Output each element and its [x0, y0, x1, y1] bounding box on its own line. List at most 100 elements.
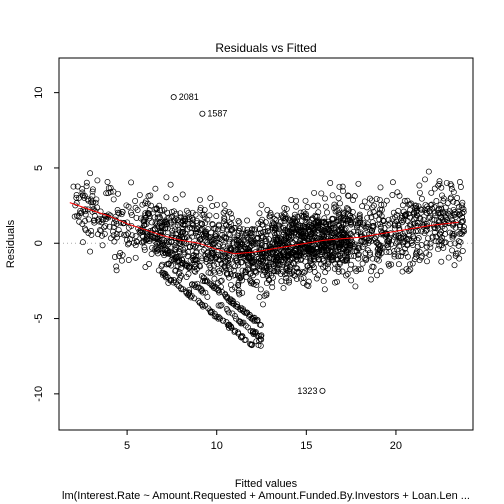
- residual-point: [256, 263, 263, 270]
- residual-point: [177, 210, 184, 217]
- residual-point: [341, 227, 348, 233]
- residual-point: [197, 227, 204, 234]
- residual-point: [230, 267, 237, 274]
- residual-point: [226, 240, 233, 247]
- residual-point: [370, 202, 377, 209]
- residual-point: [118, 257, 125, 264]
- residual-point: [348, 261, 354, 268]
- residual-point: [368, 230, 375, 237]
- residual-point: [230, 301, 237, 307]
- residual-point: [220, 225, 227, 232]
- residual-point: [271, 227, 278, 234]
- residual-point: [254, 332, 261, 339]
- residual-point: [309, 223, 315, 230]
- residual-point: [337, 200, 343, 207]
- residual-point: [180, 246, 187, 253]
- residual-point: [393, 218, 400, 225]
- residual-point: [452, 240, 459, 247]
- residual-point: [189, 220, 196, 227]
- residual-point: [227, 210, 234, 217]
- residual-point: [235, 318, 242, 325]
- residual-point: [182, 216, 189, 223]
- residual-point: [88, 199, 95, 206]
- residual-point: [164, 221, 171, 228]
- residual-point: [70, 183, 77, 190]
- residual-point: [211, 313, 218, 320]
- residual-point: [83, 183, 90, 190]
- residual-point: [129, 232, 136, 239]
- residual-point: [321, 286, 328, 293]
- residual-point: [443, 179, 450, 186]
- residual-point: [210, 251, 217, 258]
- residual-point: [226, 208, 232, 215]
- residual-point: [163, 194, 170, 201]
- residual-point: [398, 215, 405, 221]
- residual-point: [273, 240, 280, 247]
- residual-point: [111, 254, 118, 260]
- residual-point: [229, 310, 236, 317]
- residual-point: [148, 202, 155, 209]
- residual-point: [146, 261, 152, 267]
- residual-point: [179, 239, 185, 245]
- residual-point: [291, 211, 298, 218]
- residual-point: [413, 222, 420, 229]
- residual-point: [132, 254, 139, 261]
- residual-point: [238, 272, 245, 279]
- residual-point: [291, 218, 298, 225]
- residual-point: [94, 177, 101, 184]
- residual-point: [322, 269, 329, 276]
- residual-point: [335, 268, 342, 275]
- residual-point: [270, 249, 276, 256]
- residual-point: [255, 342, 262, 349]
- x-tick-label: 20: [390, 440, 402, 452]
- residual-point: [113, 263, 120, 270]
- residual-point: [102, 222, 109, 229]
- residual-point: [274, 254, 281, 261]
- residual-point: [255, 240, 262, 247]
- residual-point: [225, 257, 231, 264]
- residual-point: [132, 198, 139, 204]
- residual-point: [132, 233, 139, 240]
- residual-point: [257, 286, 264, 293]
- residual-point: [185, 249, 192, 255]
- residual-point: [250, 226, 257, 233]
- residual-point: [338, 241, 345, 248]
- residual-point: [242, 244, 249, 251]
- residual-point: [290, 215, 297, 222]
- residual-point: [424, 203, 431, 210]
- residual-point: [163, 250, 170, 257]
- residual-point: [224, 271, 231, 278]
- residual-point: [331, 205, 337, 211]
- residual-point: [167, 181, 174, 188]
- residual-point: [205, 226, 211, 233]
- residual-point: [284, 234, 291, 241]
- residual-point: [227, 266, 234, 273]
- residual-point: [247, 232, 254, 239]
- residual-point: [185, 291, 192, 298]
- residual-point: [399, 268, 406, 275]
- residual-point: [177, 240, 184, 247]
- residual-point: [422, 201, 429, 208]
- residual-point: [421, 230, 428, 237]
- residual-point: [427, 244, 434, 251]
- residual-point: [362, 250, 369, 257]
- residual-point: [266, 261, 272, 268]
- residual-point: [208, 281, 215, 288]
- y-tick-label: -5: [33, 314, 45, 324]
- residual-point: [423, 240, 430, 247]
- residual-point: [338, 239, 345, 246]
- residual-point: [84, 196, 91, 203]
- residual-point: [181, 215, 188, 222]
- residual-point: [319, 242, 325, 249]
- residual-point: [180, 238, 187, 245]
- residual-point: [393, 212, 400, 219]
- residual-point: [169, 231, 176, 238]
- residual-point: [285, 250, 292, 257]
- residual-point: [408, 238, 415, 244]
- residual-point: [290, 271, 297, 278]
- residual-point: [239, 307, 246, 314]
- residual-point: [116, 210, 123, 217]
- residual-point: [214, 201, 220, 208]
- residual-point: [277, 218, 284, 225]
